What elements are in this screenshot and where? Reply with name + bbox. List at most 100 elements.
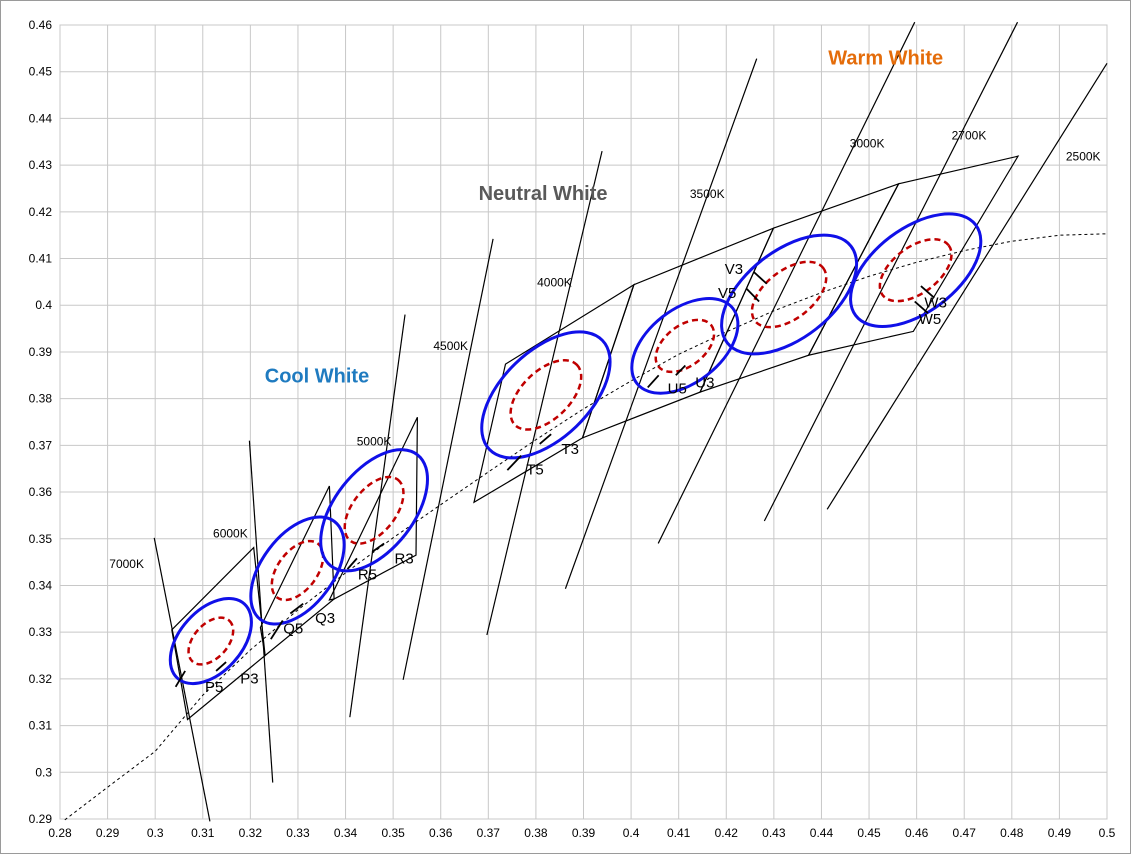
- y-tick-label: 0.41: [29, 252, 53, 266]
- x-tick-label: 0.37: [477, 826, 501, 840]
- y-tick-label: 0.37: [29, 438, 53, 452]
- x-axis-ticks: 0.28 0.29 0.3 0.31 0.32 0.33 0.34 0.35 0.36 0.37 0…: [48, 826, 1115, 840]
- bin-label: V3: [725, 261, 743, 278]
- x-tick-label: 0.35: [381, 826, 405, 840]
- inner-ellipse: [187, 616, 235, 666]
- x-tick-label: 0.43: [762, 826, 786, 840]
- x-tick-label: 0.33: [286, 826, 310, 840]
- x-tick-label: 0.36: [429, 826, 453, 840]
- isotherm-label: 3500K: [690, 187, 725, 201]
- y-tick-label: 0.33: [29, 625, 53, 639]
- outer-ellipse: [630, 297, 740, 395]
- x-tick-label: 0.3: [147, 826, 164, 840]
- x-tick-label: 0.48: [1000, 826, 1024, 840]
- inner-ellipse: [878, 238, 953, 303]
- planckian-locus-line: [64, 233, 1108, 821]
- isotherm-label: 2500K: [1066, 149, 1101, 163]
- isotherm-label: 2700K: [952, 128, 987, 142]
- bin-label: W5: [919, 311, 942, 328]
- y-tick-label: 0.46: [29, 18, 53, 32]
- y-tick-label: 0.35: [29, 532, 53, 546]
- inner-ellipse: [509, 359, 583, 431]
- y-tick-label: 0.31: [29, 719, 53, 733]
- bin-marker: [289, 602, 304, 615]
- x-tick-label: 0.41: [667, 826, 691, 840]
- y-tick-label: 0.44: [29, 111, 53, 125]
- bin-label: T3: [561, 441, 579, 458]
- bin-marker: [746, 288, 760, 303]
- inner-ellipse: [343, 475, 405, 545]
- bin-marker: [539, 433, 552, 445]
- isotherm-line: [349, 314, 406, 718]
- bin-label: R5: [358, 566, 377, 583]
- bin-label: U3: [695, 374, 714, 391]
- y-tick-label: 0.3: [35, 765, 52, 779]
- y-tick-label: 0.4: [35, 298, 52, 312]
- inner-ellipse: [270, 539, 325, 602]
- bin-marker: [752, 270, 768, 285]
- x-tick-label: 0.32: [239, 826, 263, 840]
- region-label: Cool White: [265, 365, 369, 387]
- x-tick-label: 0.47: [953, 826, 977, 840]
- plot-border: [59, 24, 1108, 820]
- y-tick-label: 0.39: [29, 345, 53, 359]
- isotherm-label: 4500K: [433, 339, 468, 353]
- isotherm-line: [826, 62, 1108, 510]
- x-tick-label: 0.31: [191, 826, 215, 840]
- isotherm-line: [153, 537, 211, 822]
- isotherm-line: [763, 21, 1019, 522]
- outer-ellipse: [480, 330, 612, 460]
- y-tick-label: 0.45: [29, 65, 53, 79]
- isotherm-line: [486, 150, 603, 636]
- x-tick-label: 0.4: [623, 826, 640, 840]
- isotherm-label: 5000K: [357, 434, 392, 448]
- x-tick-label: 0.44: [810, 826, 834, 840]
- bin-marker: [371, 542, 385, 553]
- isotherm-label: 3000K: [850, 136, 885, 150]
- y-tick-label: 0.38: [29, 392, 53, 406]
- x-tick-label: 0.5: [1099, 826, 1116, 840]
- y-tick-label: 0.34: [29, 578, 53, 592]
- isotherm-line: [657, 21, 916, 544]
- region-label: Warm White: [828, 48, 943, 70]
- bin-marker: [506, 455, 522, 471]
- outer-ellipse: [720, 233, 859, 356]
- outer-ellipse: [849, 212, 983, 328]
- bin-marker: [270, 620, 284, 640]
- isotherm-line: [564, 58, 758, 589]
- bin-marker: [920, 285, 935, 299]
- x-tick-label: 0.38: [524, 826, 548, 840]
- outer-ellipse: [168, 597, 253, 686]
- isotherm-label: 4000K: [537, 276, 572, 290]
- x-tick-label: 0.39: [572, 826, 596, 840]
- bin-label: R3: [394, 551, 413, 568]
- y-tick-label: 0.43: [29, 158, 53, 172]
- isotherm-line: [402, 238, 494, 680]
- isotherm-line: [248, 440, 274, 783]
- bin-label: P5: [205, 679, 223, 696]
- bin-marker: [346, 557, 358, 570]
- y-tick-label: 0.32: [29, 672, 53, 686]
- inner-ellipse: [654, 318, 716, 374]
- bin-marker: [174, 670, 186, 688]
- ansi-quadrangle: [807, 155, 1020, 357]
- bin-marker: [647, 374, 660, 389]
- y-axis-ticks: 0.29 0.3 0.31 0.32 0.33 0.34 0.35 0.36 0.37 0.38 0…: [29, 18, 53, 826]
- x-tick-label: 0.42: [715, 826, 739, 840]
- x-tick-label: 0.45: [857, 826, 881, 840]
- y-tick-label: 0.42: [29, 205, 53, 219]
- x-tick-label: 0.46: [905, 826, 929, 840]
- bin-label: U5: [668, 381, 687, 398]
- bin-label: W3: [924, 295, 947, 312]
- inner-ellipse: [750, 260, 828, 329]
- bin-label: Q5: [283, 621, 303, 638]
- isotherm-label: 7000K: [109, 557, 144, 571]
- outer-ellipse: [249, 515, 346, 626]
- x-tick-label: 0.28: [48, 826, 72, 840]
- isotherm-label: 6000K: [213, 526, 248, 540]
- y-tick-label: 0.36: [29, 485, 53, 499]
- plot-area: 7000K 6000K 5000K 4500K 4000K 3500K 3000K 2700K…: [64, 21, 1108, 822]
- bin-label: P3: [240, 671, 258, 688]
